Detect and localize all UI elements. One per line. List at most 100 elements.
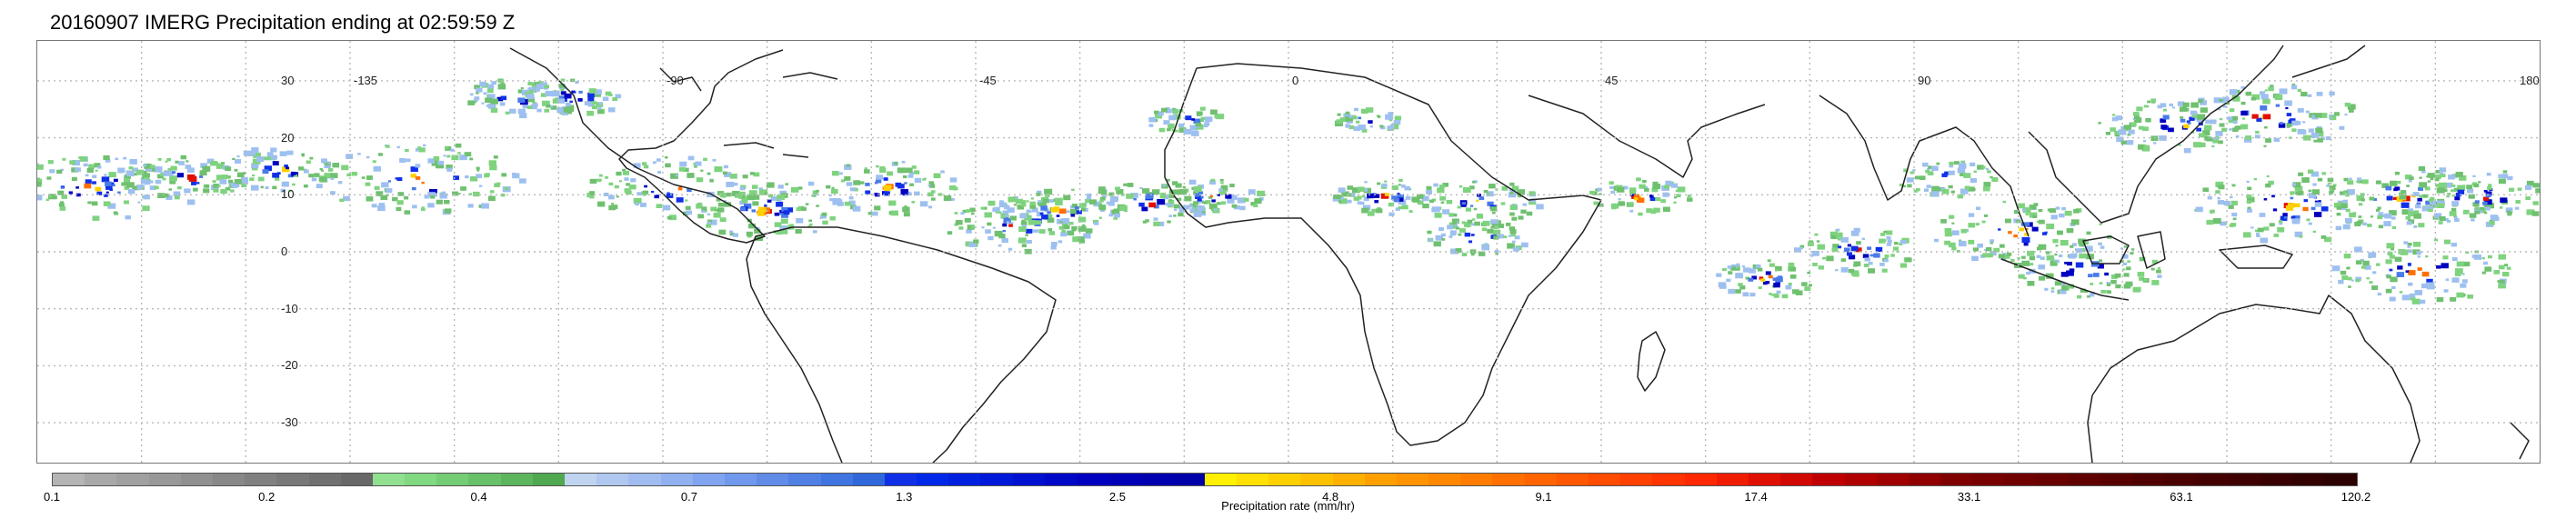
precip-pixel xyxy=(221,175,228,179)
precip-pixel xyxy=(2285,106,2289,110)
precip-pixel xyxy=(928,184,936,188)
precip-pixel xyxy=(1398,199,1407,205)
precip-pixel xyxy=(1203,202,1208,205)
precip-pixel xyxy=(2114,273,2121,278)
precip-pixel xyxy=(2454,272,2461,276)
precip-pixel xyxy=(2307,94,2312,97)
precip-pixel xyxy=(1449,248,1458,255)
precip-pixel xyxy=(1497,234,1504,239)
precip-pixel xyxy=(346,154,354,159)
precip-pixel xyxy=(144,173,150,177)
latitude-label: 30 xyxy=(281,73,295,87)
precip-pixel xyxy=(2080,248,2085,253)
precip-pixel xyxy=(998,202,1007,208)
precip-pixel xyxy=(1986,246,1992,252)
precip-pixel xyxy=(820,214,827,219)
precip-pixel xyxy=(1644,187,1649,192)
precip-pixel xyxy=(2378,212,2384,216)
precip-pixel xyxy=(1388,118,1393,122)
precip-pixel xyxy=(1903,168,1909,173)
precip-pixel xyxy=(1229,184,1235,188)
precip-pixel xyxy=(2406,221,2412,225)
precip-pixel xyxy=(2111,114,2116,116)
precip-pixel xyxy=(142,205,150,212)
precip-pixel xyxy=(980,206,985,210)
precip-pixel xyxy=(1507,243,1515,249)
precip-pixel xyxy=(1437,187,1445,194)
precip-pixel xyxy=(1030,197,1034,200)
precip-pixel xyxy=(1491,211,1496,215)
precip-pixel xyxy=(643,190,649,195)
precip-pixel xyxy=(1178,123,1185,128)
precip-pixel xyxy=(1949,161,1954,165)
precip-pixel xyxy=(2250,226,2254,229)
precip-pixel xyxy=(2219,123,2225,127)
precip-pixel xyxy=(985,229,991,234)
precip-pixel xyxy=(439,193,447,199)
precip-pixel xyxy=(1020,203,1027,207)
precip-pixel xyxy=(2378,225,2383,229)
precip-pixel xyxy=(1982,186,1990,192)
precip-pixel xyxy=(52,195,57,200)
precip-pixel xyxy=(970,225,976,229)
precip-pixel xyxy=(1168,202,1174,206)
precip-pixel xyxy=(1993,247,2000,253)
precip-pixel xyxy=(1674,196,1678,199)
precip-pixel xyxy=(1082,224,1086,226)
precip-pixel xyxy=(220,162,226,165)
precip-pixel xyxy=(1483,189,1488,194)
precip-pixel xyxy=(1773,293,1779,297)
precip-pixel xyxy=(2525,185,2532,190)
precip-pixel xyxy=(2405,270,2410,273)
precip-pixel xyxy=(496,96,504,102)
precip-pixel xyxy=(1004,215,1009,218)
precip-pixel xyxy=(1358,124,1366,131)
precip-pixel xyxy=(1940,219,1947,224)
precip-pixel xyxy=(500,193,506,197)
precip-pixel xyxy=(2392,196,2398,200)
precip-pixel xyxy=(1775,269,1779,272)
precip-pixel xyxy=(297,166,305,171)
colorbar-swatch xyxy=(628,474,661,485)
precip-pixel xyxy=(1369,125,1373,128)
precip-pixel xyxy=(2436,264,2441,269)
precip-pixel xyxy=(421,206,425,209)
precip-pixel xyxy=(777,185,784,189)
precip-pixel xyxy=(2021,236,2030,244)
precip-pixel xyxy=(1098,203,1103,205)
precip-pixel xyxy=(1816,240,1820,243)
precip-pixel xyxy=(2399,195,2407,200)
precip-pixel xyxy=(2221,96,2230,102)
precip-pixel xyxy=(696,177,704,183)
precip-pixel xyxy=(2413,210,2420,215)
precip-pixel xyxy=(616,171,622,176)
precip-pixel xyxy=(2222,105,2227,108)
precip-pixel xyxy=(1199,106,1206,111)
precip-pixel xyxy=(1208,117,1213,120)
precip-pixel xyxy=(1457,205,1461,209)
precip-pixel xyxy=(933,173,941,179)
precip-pixel xyxy=(739,206,747,211)
precip-pixel xyxy=(727,182,735,187)
precip-pixel xyxy=(1197,205,1205,212)
precip-pixel xyxy=(1972,247,1979,252)
precip-pixel xyxy=(1478,251,1486,256)
precip-pixel xyxy=(744,203,752,209)
precip-pixel xyxy=(61,195,67,199)
precip-pixel xyxy=(1027,219,1036,225)
precip-pixel xyxy=(2123,125,2131,131)
precip-pixel xyxy=(2264,89,2268,92)
precip-pixel xyxy=(2342,199,2348,204)
precip-pixel xyxy=(1983,182,1991,187)
precip-pixel xyxy=(378,203,386,207)
precip-pixel xyxy=(2084,245,2093,252)
colorbar-tick-label: 2.5 xyxy=(1108,490,1127,504)
precip-pixel xyxy=(812,230,817,234)
precip-pixel xyxy=(301,155,305,157)
precip-pixel xyxy=(2273,137,2280,143)
precip-pixel xyxy=(1848,268,1855,274)
precip-pixel xyxy=(1653,207,1660,213)
precip-pixel xyxy=(472,191,480,197)
precip-pixel xyxy=(1098,205,1107,210)
precip-pixel xyxy=(2297,107,2304,113)
